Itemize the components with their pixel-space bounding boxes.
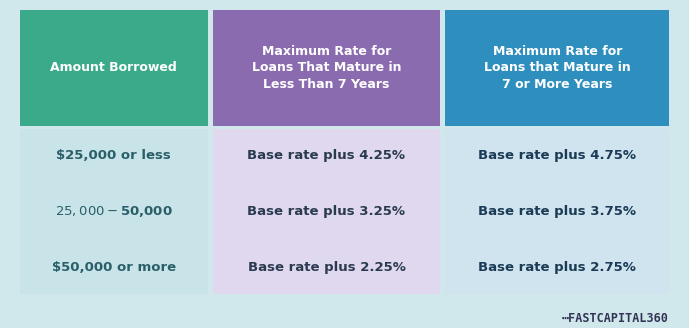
Text: Base rate plus 2.25%: Base rate plus 2.25% <box>247 261 405 274</box>
Text: Base rate plus 3.25%: Base rate plus 3.25% <box>247 205 406 218</box>
FancyBboxPatch shape <box>213 10 440 126</box>
Text: ⋯FASTCAPITAL360: ⋯FASTCAPITAL360 <box>562 312 668 325</box>
Text: Base rate plus 2.75%: Base rate plus 2.75% <box>478 261 636 274</box>
Text: Base rate plus 4.75%: Base rate plus 4.75% <box>478 149 636 162</box>
Text: Maximum Rate for
Loans that Mature in
7 or More Years: Maximum Rate for Loans that Mature in 7 … <box>484 45 630 91</box>
Text: $50,000 or more: $50,000 or more <box>52 261 176 274</box>
Text: $25,000 or less: $25,000 or less <box>56 149 171 162</box>
Text: Base rate plus 4.25%: Base rate plus 4.25% <box>247 149 406 162</box>
Text: Amount Borrowed: Amount Borrowed <box>50 61 177 74</box>
Text: $25,000 - $50,000: $25,000 - $50,000 <box>55 204 173 219</box>
FancyBboxPatch shape <box>213 129 440 294</box>
FancyBboxPatch shape <box>20 10 207 126</box>
Text: Maximum Rate for
Loans That Mature in
Less Than 7 Years: Maximum Rate for Loans That Mature in Le… <box>251 45 401 91</box>
FancyBboxPatch shape <box>446 10 669 126</box>
FancyBboxPatch shape <box>446 129 669 294</box>
Text: Base rate plus 3.75%: Base rate plus 3.75% <box>478 205 636 218</box>
FancyBboxPatch shape <box>20 129 207 294</box>
